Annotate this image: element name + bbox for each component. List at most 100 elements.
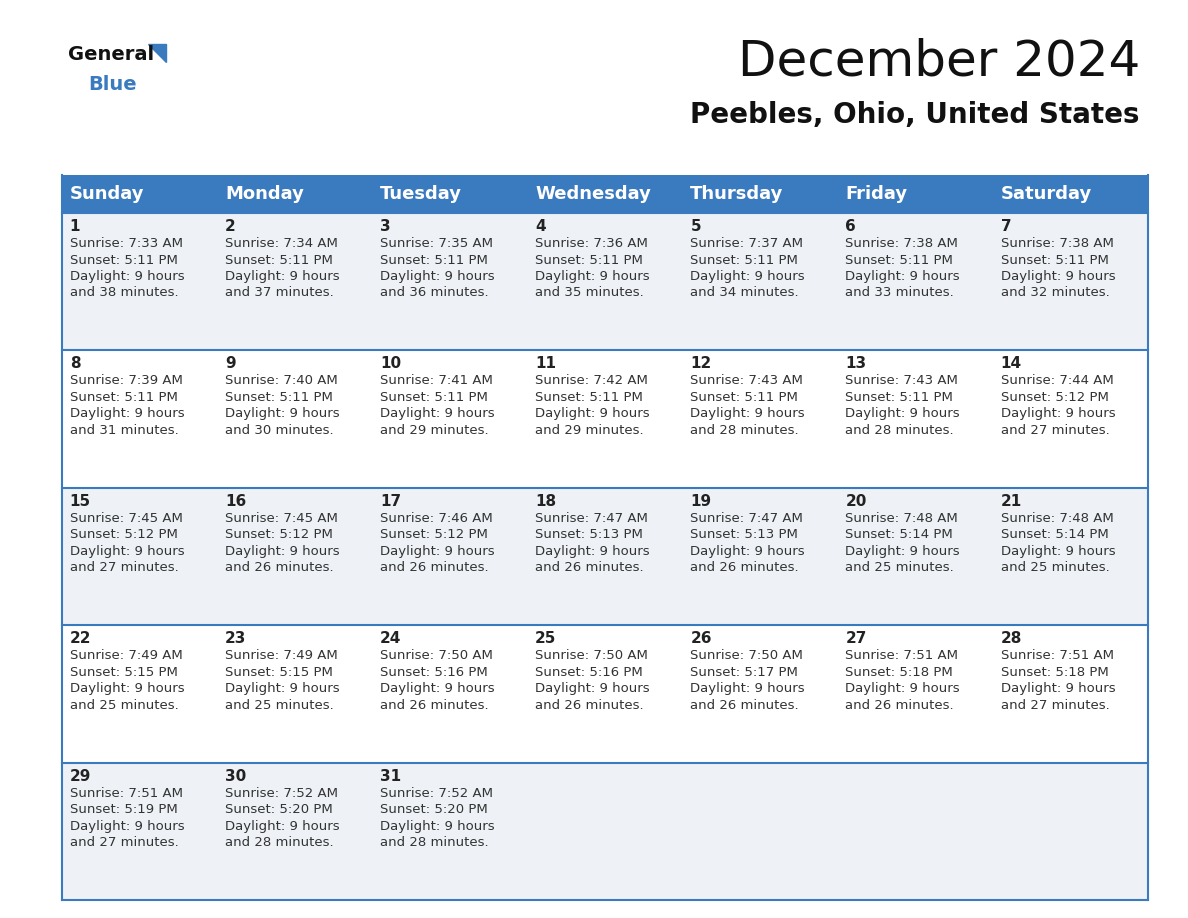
Text: 9: 9 <box>225 356 235 372</box>
Text: 31: 31 <box>380 768 402 784</box>
Text: Sunrise: 7:49 AM
Sunset: 5:15 PM
Daylight: 9 hours
and 25 minutes.: Sunrise: 7:49 AM Sunset: 5:15 PM Dayligh… <box>225 649 340 711</box>
Text: 29: 29 <box>70 768 91 784</box>
Text: Sunrise: 7:39 AM
Sunset: 5:11 PM
Daylight: 9 hours
and 31 minutes.: Sunrise: 7:39 AM Sunset: 5:11 PM Dayligh… <box>70 375 184 437</box>
Text: Sunrise: 7:38 AM
Sunset: 5:11 PM
Daylight: 9 hours
and 33 minutes.: Sunrise: 7:38 AM Sunset: 5:11 PM Dayligh… <box>846 237 960 299</box>
Text: Sunrise: 7:47 AM
Sunset: 5:13 PM
Daylight: 9 hours
and 26 minutes.: Sunrise: 7:47 AM Sunset: 5:13 PM Dayligh… <box>535 512 650 575</box>
Text: Sunrise: 7:43 AM
Sunset: 5:11 PM
Daylight: 9 hours
and 28 minutes.: Sunrise: 7:43 AM Sunset: 5:11 PM Dayligh… <box>846 375 960 437</box>
Bar <box>838 763 993 900</box>
Bar <box>683 175 838 213</box>
Text: 3: 3 <box>380 219 391 234</box>
Text: Sunrise: 7:40 AM
Sunset: 5:11 PM
Daylight: 9 hours
and 30 minutes.: Sunrise: 7:40 AM Sunset: 5:11 PM Dayligh… <box>225 375 340 437</box>
Bar <box>993 175 1148 213</box>
Text: Sunrise: 7:51 AM
Sunset: 5:18 PM
Daylight: 9 hours
and 27 minutes.: Sunrise: 7:51 AM Sunset: 5:18 PM Dayligh… <box>1000 649 1116 711</box>
Bar <box>993 625 1148 763</box>
Text: Sunrise: 7:51 AM
Sunset: 5:18 PM
Daylight: 9 hours
and 26 minutes.: Sunrise: 7:51 AM Sunset: 5:18 PM Dayligh… <box>846 649 960 711</box>
Text: 2: 2 <box>225 219 235 234</box>
Text: 27: 27 <box>846 632 867 646</box>
Text: December 2024: December 2024 <box>738 38 1140 86</box>
Text: 13: 13 <box>846 356 866 372</box>
Text: Sunrise: 7:48 AM
Sunset: 5:14 PM
Daylight: 9 hours
and 25 minutes.: Sunrise: 7:48 AM Sunset: 5:14 PM Dayligh… <box>846 512 960 575</box>
Bar <box>217 487 372 625</box>
Bar <box>527 625 683 763</box>
Text: Blue: Blue <box>88 75 137 95</box>
Bar <box>372 175 527 213</box>
Text: 8: 8 <box>70 356 81 372</box>
Text: Sunrise: 7:37 AM
Sunset: 5:11 PM
Daylight: 9 hours
and 34 minutes.: Sunrise: 7:37 AM Sunset: 5:11 PM Dayligh… <box>690 237 805 299</box>
Bar <box>838 175 993 213</box>
Text: 7: 7 <box>1000 219 1011 234</box>
Text: Wednesday: Wednesday <box>535 185 651 203</box>
Text: 25: 25 <box>535 632 556 646</box>
Bar <box>838 213 993 351</box>
Bar <box>838 487 993 625</box>
Bar <box>372 625 527 763</box>
Text: 22: 22 <box>70 632 91 646</box>
Bar <box>527 175 683 213</box>
Bar <box>372 213 527 351</box>
Text: Sunrise: 7:50 AM
Sunset: 5:17 PM
Daylight: 9 hours
and 26 minutes.: Sunrise: 7:50 AM Sunset: 5:17 PM Dayligh… <box>690 649 805 711</box>
Text: Sunrise: 7:34 AM
Sunset: 5:11 PM
Daylight: 9 hours
and 37 minutes.: Sunrise: 7:34 AM Sunset: 5:11 PM Dayligh… <box>225 237 340 299</box>
Text: 30: 30 <box>225 768 246 784</box>
Text: 20: 20 <box>846 494 867 509</box>
Text: Sunrise: 7:47 AM
Sunset: 5:13 PM
Daylight: 9 hours
and 26 minutes.: Sunrise: 7:47 AM Sunset: 5:13 PM Dayligh… <box>690 512 805 575</box>
Text: 11: 11 <box>535 356 556 372</box>
Text: 28: 28 <box>1000 632 1022 646</box>
Bar <box>217 351 372 487</box>
Text: 12: 12 <box>690 356 712 372</box>
Bar <box>62 351 217 487</box>
Polygon shape <box>148 44 166 62</box>
Text: 4: 4 <box>535 219 545 234</box>
Bar <box>527 763 683 900</box>
Text: Sunrise: 7:44 AM
Sunset: 5:12 PM
Daylight: 9 hours
and 27 minutes.: Sunrise: 7:44 AM Sunset: 5:12 PM Dayligh… <box>1000 375 1116 437</box>
Text: Peebles, Ohio, United States: Peebles, Ohio, United States <box>690 101 1140 129</box>
Text: 15: 15 <box>70 494 91 509</box>
Text: Sunrise: 7:38 AM
Sunset: 5:11 PM
Daylight: 9 hours
and 32 minutes.: Sunrise: 7:38 AM Sunset: 5:11 PM Dayligh… <box>1000 237 1116 299</box>
Text: 23: 23 <box>225 632 246 646</box>
Bar <box>372 487 527 625</box>
Bar <box>217 763 372 900</box>
Bar <box>993 763 1148 900</box>
Text: 5: 5 <box>690 219 701 234</box>
Text: 21: 21 <box>1000 494 1022 509</box>
Text: 14: 14 <box>1000 356 1022 372</box>
Text: Sunrise: 7:50 AM
Sunset: 5:16 PM
Daylight: 9 hours
and 26 minutes.: Sunrise: 7:50 AM Sunset: 5:16 PM Dayligh… <box>535 649 650 711</box>
Bar <box>527 487 683 625</box>
Bar <box>838 625 993 763</box>
Text: Sunrise: 7:36 AM
Sunset: 5:11 PM
Daylight: 9 hours
and 35 minutes.: Sunrise: 7:36 AM Sunset: 5:11 PM Dayligh… <box>535 237 650 299</box>
Bar <box>838 351 993 487</box>
Bar <box>217 175 372 213</box>
Bar <box>993 487 1148 625</box>
Bar <box>527 351 683 487</box>
Text: Sunrise: 7:43 AM
Sunset: 5:11 PM
Daylight: 9 hours
and 28 minutes.: Sunrise: 7:43 AM Sunset: 5:11 PM Dayligh… <box>690 375 805 437</box>
Bar <box>62 175 217 213</box>
Text: General: General <box>68 46 154 64</box>
Text: 26: 26 <box>690 632 712 646</box>
Text: Sunrise: 7:35 AM
Sunset: 5:11 PM
Daylight: 9 hours
and 36 minutes.: Sunrise: 7:35 AM Sunset: 5:11 PM Dayligh… <box>380 237 494 299</box>
Text: Tuesday: Tuesday <box>380 185 462 203</box>
Bar <box>683 763 838 900</box>
Bar <box>62 625 217 763</box>
Bar <box>993 213 1148 351</box>
Text: Sunrise: 7:50 AM
Sunset: 5:16 PM
Daylight: 9 hours
and 26 minutes.: Sunrise: 7:50 AM Sunset: 5:16 PM Dayligh… <box>380 649 494 711</box>
Text: Sunrise: 7:45 AM
Sunset: 5:12 PM
Daylight: 9 hours
and 26 minutes.: Sunrise: 7:45 AM Sunset: 5:12 PM Dayligh… <box>225 512 340 575</box>
Text: 19: 19 <box>690 494 712 509</box>
Text: 16: 16 <box>225 494 246 509</box>
Text: Sunrise: 7:49 AM
Sunset: 5:15 PM
Daylight: 9 hours
and 25 minutes.: Sunrise: 7:49 AM Sunset: 5:15 PM Dayligh… <box>70 649 184 711</box>
Text: Sunrise: 7:48 AM
Sunset: 5:14 PM
Daylight: 9 hours
and 25 minutes.: Sunrise: 7:48 AM Sunset: 5:14 PM Dayligh… <box>1000 512 1116 575</box>
Bar <box>217 625 372 763</box>
Text: 1: 1 <box>70 219 81 234</box>
Text: Sunrise: 7:46 AM
Sunset: 5:12 PM
Daylight: 9 hours
and 26 minutes.: Sunrise: 7:46 AM Sunset: 5:12 PM Dayligh… <box>380 512 494 575</box>
Text: Friday: Friday <box>846 185 908 203</box>
Text: 6: 6 <box>846 219 857 234</box>
Bar <box>372 763 527 900</box>
Text: Sunrise: 7:42 AM
Sunset: 5:11 PM
Daylight: 9 hours
and 29 minutes.: Sunrise: 7:42 AM Sunset: 5:11 PM Dayligh… <box>535 375 650 437</box>
Bar <box>683 625 838 763</box>
Text: Monday: Monday <box>225 185 304 203</box>
Bar <box>217 213 372 351</box>
Text: Sunrise: 7:52 AM
Sunset: 5:20 PM
Daylight: 9 hours
and 28 minutes.: Sunrise: 7:52 AM Sunset: 5:20 PM Dayligh… <box>225 787 340 849</box>
Text: 17: 17 <box>380 494 402 509</box>
Text: Sunrise: 7:33 AM
Sunset: 5:11 PM
Daylight: 9 hours
and 38 minutes.: Sunrise: 7:33 AM Sunset: 5:11 PM Dayligh… <box>70 237 184 299</box>
Bar <box>683 213 838 351</box>
Text: Saturday: Saturday <box>1000 185 1092 203</box>
Bar <box>683 487 838 625</box>
